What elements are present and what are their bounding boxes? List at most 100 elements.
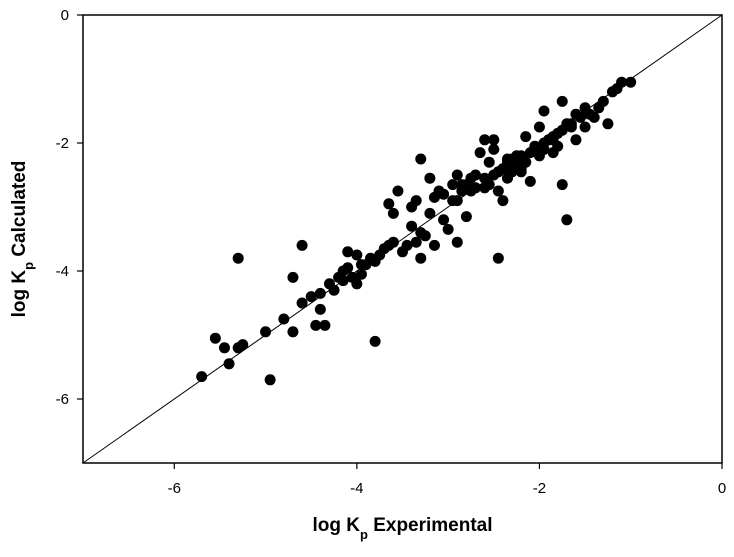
- data-point: [278, 313, 290, 325]
- data-point: [374, 249, 386, 261]
- data-point: [351, 278, 363, 290]
- x-tick-label: -2: [533, 480, 546, 497]
- data-point: [483, 156, 495, 168]
- data-point: [387, 207, 399, 219]
- y-axis-ticks: [77, 14, 83, 400]
- data-point: [264, 374, 276, 386]
- data-point: [588, 111, 600, 123]
- data-point: [501, 153, 513, 165]
- data-point: [602, 118, 614, 130]
- data-point: [451, 169, 463, 181]
- data-point: [488, 143, 500, 155]
- data-point: [369, 335, 381, 347]
- data-point: [415, 252, 427, 264]
- data-point: [488, 134, 500, 146]
- data-point: [415, 227, 427, 239]
- data-point: [415, 153, 427, 165]
- data-point: [547, 134, 559, 146]
- data-point: [319, 319, 331, 331]
- data-point: [355, 268, 367, 280]
- data-point: [556, 179, 568, 191]
- data-point: [296, 297, 308, 309]
- data-point: [492, 185, 504, 197]
- data-point: [287, 326, 299, 338]
- data-points-layer: [196, 76, 637, 386]
- data-point: [616, 76, 628, 88]
- data-point: [492, 252, 504, 264]
- y-tick-label: -2: [56, 135, 69, 152]
- x-tick-label: 0: [718, 480, 726, 497]
- data-point: [232, 252, 244, 264]
- data-point: [511, 150, 523, 162]
- plot-area-frame: [82, 14, 723, 464]
- x-axis-ticks: [173, 463, 723, 469]
- data-point: [447, 179, 459, 191]
- data-point: [538, 137, 550, 149]
- x-tick-label: -6: [168, 480, 181, 497]
- data-point: [442, 223, 454, 235]
- data-point: [474, 147, 486, 159]
- data-point: [470, 169, 482, 181]
- data-point: [529, 143, 541, 155]
- data-point: [570, 108, 582, 120]
- data-point: [355, 259, 367, 271]
- data-point: [451, 236, 463, 248]
- y-axis-tick-labels: -6 -4 -2 0: [56, 7, 69, 408]
- data-point: [305, 291, 317, 303]
- data-point: [597, 95, 609, 107]
- x-tick-label: -4: [350, 480, 363, 497]
- data-point: [451, 195, 463, 207]
- data-point: [524, 175, 536, 187]
- data-point: [314, 287, 326, 299]
- data-point: [209, 332, 221, 344]
- data-point: [406, 220, 418, 232]
- data-point: [460, 211, 472, 223]
- y-axis-title: log Kp Calculated: [9, 161, 36, 318]
- data-point: [538, 105, 550, 117]
- data-point: [287, 271, 299, 283]
- data-point: [260, 326, 272, 338]
- data-point: [625, 76, 637, 88]
- data-point: [392, 185, 404, 197]
- data-point: [497, 195, 509, 207]
- data-point: [328, 284, 340, 296]
- data-point: [383, 198, 395, 210]
- y-tick-label: -6: [56, 391, 69, 408]
- data-point: [406, 201, 418, 213]
- data-point: [561, 214, 573, 226]
- data-point: [456, 179, 468, 191]
- y-tick-label: -4: [56, 263, 69, 280]
- data-point: [401, 239, 413, 251]
- data-point: [479, 134, 491, 146]
- data-point: [218, 342, 230, 354]
- data-point: [438, 188, 450, 200]
- x-axis-title: log Kp Experimental: [312, 515, 492, 542]
- data-point: [296, 239, 308, 251]
- data-point: [342, 262, 354, 274]
- data-point: [310, 319, 322, 331]
- data-point: [237, 339, 249, 351]
- data-point: [428, 239, 440, 251]
- data-point: [533, 121, 545, 133]
- data-point: [438, 214, 450, 226]
- data-point: [383, 239, 395, 251]
- data-point: [556, 95, 568, 107]
- data-point: [342, 246, 354, 258]
- data-point: [424, 172, 436, 184]
- data-point: [196, 371, 208, 383]
- data-point: [424, 207, 436, 219]
- data-point: [515, 163, 527, 175]
- data-point: [579, 121, 591, 133]
- y-tick-label: 0: [61, 7, 69, 24]
- data-point: [351, 249, 363, 261]
- data-point: [223, 358, 235, 370]
- data-point: [570, 134, 582, 146]
- data-point: [337, 275, 349, 287]
- data-point: [428, 191, 440, 203]
- data-point: [520, 131, 532, 143]
- x-axis-tick-labels: -6 -4 -2 0: [168, 480, 727, 497]
- data-point: [465, 185, 477, 197]
- data-point: [479, 182, 491, 194]
- data-point: [314, 303, 326, 315]
